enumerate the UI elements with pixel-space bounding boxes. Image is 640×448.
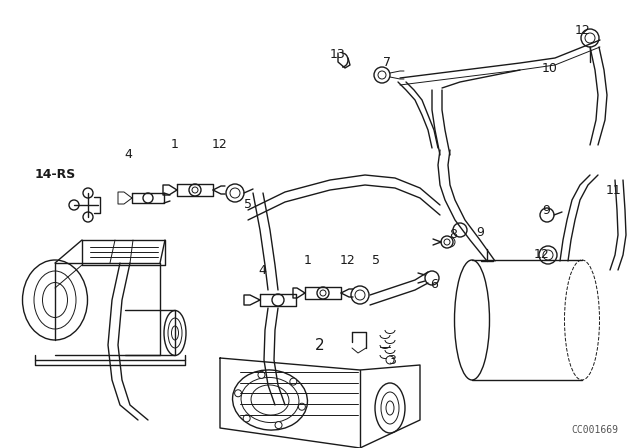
Circle shape xyxy=(192,187,198,193)
Ellipse shape xyxy=(232,370,307,430)
Ellipse shape xyxy=(251,385,289,415)
Circle shape xyxy=(226,184,244,202)
Text: 9: 9 xyxy=(476,227,484,240)
Circle shape xyxy=(69,200,79,210)
Text: 3: 3 xyxy=(388,353,396,366)
Ellipse shape xyxy=(168,318,182,348)
Circle shape xyxy=(258,371,265,379)
Ellipse shape xyxy=(241,378,299,422)
Circle shape xyxy=(351,286,369,304)
Circle shape xyxy=(272,294,284,306)
Circle shape xyxy=(189,184,201,196)
Ellipse shape xyxy=(564,260,600,380)
Ellipse shape xyxy=(164,310,186,356)
Circle shape xyxy=(243,415,250,422)
Circle shape xyxy=(320,290,326,296)
Text: 8: 8 xyxy=(449,228,457,241)
Circle shape xyxy=(425,271,439,285)
Text: 12: 12 xyxy=(212,138,228,151)
Circle shape xyxy=(374,67,390,83)
Circle shape xyxy=(83,212,93,222)
Circle shape xyxy=(355,290,365,300)
Ellipse shape xyxy=(172,326,179,340)
Ellipse shape xyxy=(375,383,405,433)
Circle shape xyxy=(581,29,599,47)
Circle shape xyxy=(83,188,93,198)
Text: 5: 5 xyxy=(372,254,380,267)
Circle shape xyxy=(441,236,453,248)
Text: 10: 10 xyxy=(542,61,558,74)
Text: 12: 12 xyxy=(575,23,591,36)
Text: 12: 12 xyxy=(340,254,356,267)
Ellipse shape xyxy=(454,260,490,380)
Ellipse shape xyxy=(386,401,394,415)
Circle shape xyxy=(540,208,554,222)
Text: 4: 4 xyxy=(258,263,266,276)
Ellipse shape xyxy=(34,271,76,329)
Text: 13: 13 xyxy=(330,48,346,61)
Circle shape xyxy=(317,287,329,299)
Text: 1: 1 xyxy=(304,254,312,267)
Text: 11: 11 xyxy=(606,184,622,197)
Circle shape xyxy=(445,237,455,247)
Circle shape xyxy=(378,71,386,79)
Text: 9: 9 xyxy=(542,203,550,216)
Circle shape xyxy=(298,403,305,410)
Text: 6: 6 xyxy=(430,279,438,292)
Circle shape xyxy=(275,422,282,429)
Circle shape xyxy=(386,356,394,364)
Text: 2: 2 xyxy=(315,337,325,353)
Circle shape xyxy=(585,33,595,43)
Text: 1: 1 xyxy=(171,138,179,151)
Circle shape xyxy=(230,188,240,198)
Circle shape xyxy=(444,239,450,245)
Ellipse shape xyxy=(42,283,67,318)
Text: 4: 4 xyxy=(124,148,132,161)
Circle shape xyxy=(235,390,242,397)
Circle shape xyxy=(543,250,553,260)
Circle shape xyxy=(539,246,557,264)
Text: 12: 12 xyxy=(534,249,550,262)
Ellipse shape xyxy=(381,392,399,424)
Text: 5: 5 xyxy=(244,198,252,211)
Ellipse shape xyxy=(22,260,88,340)
Circle shape xyxy=(143,193,153,203)
Text: 14-RS: 14-RS xyxy=(35,168,76,181)
Circle shape xyxy=(453,223,467,237)
Text: 7: 7 xyxy=(383,56,391,69)
Text: CC001669: CC001669 xyxy=(572,425,618,435)
Circle shape xyxy=(290,378,297,385)
